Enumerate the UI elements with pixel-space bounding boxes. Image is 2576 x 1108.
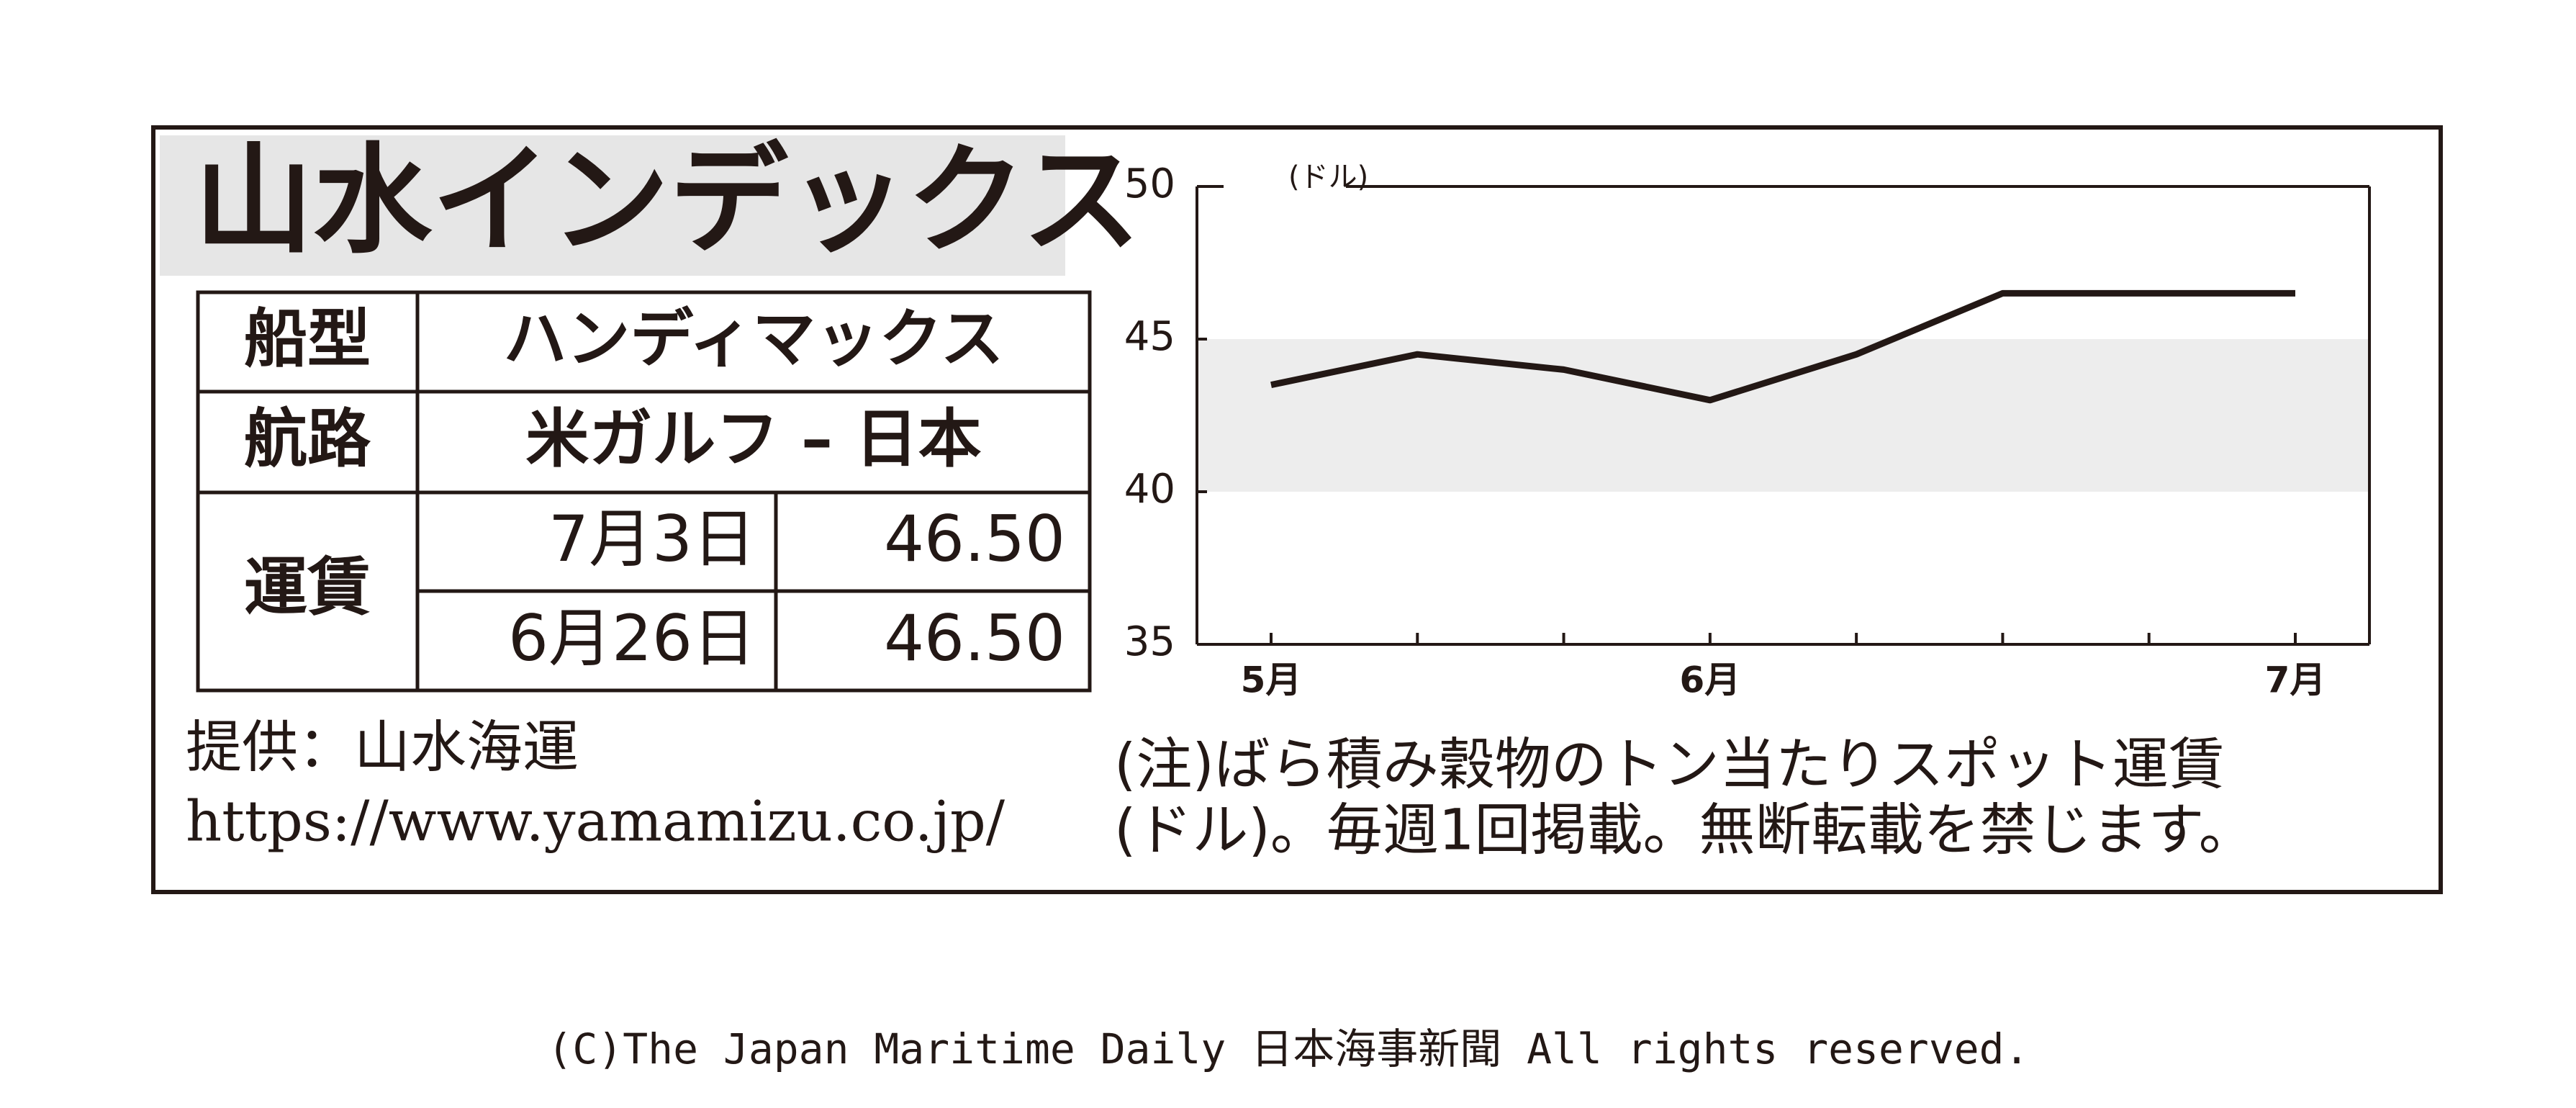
table: 船型 ハンディマックス 航路 米ガルフ – 日本 運賃 [244,302,1004,624]
source: 提供：山水海運 [186,715,579,780]
source-url: https://www.yamamizu.co.jp/ [186,790,1005,855]
shaded-band [1197,339,2369,492]
line [1270,289,2295,404]
y-unit: (ドル) [1288,161,1368,194]
x-tick-label: 5月 [1241,659,1302,701]
frame [151,125,2443,894]
x-tick-label: 7月 [2265,659,2326,701]
title-bg [160,135,1065,276]
y-tick-label: 40 [1124,466,1175,513]
y-tick-label: 35 [1124,618,1175,665]
table-header: 運賃 [244,550,371,624]
fare: 46.50 [884,601,1065,675]
table-cell: ハンディマックス [503,302,1003,376]
chart: (ドル) 35 40 45 50 5月 6月 7月 [1124,161,2371,701]
table-grid [196,290,1092,693]
y-tick-label: 45 [1124,313,1175,360]
table-header: 船型 [244,302,371,376]
date: 7月3日 [548,502,756,576]
table-cell: 米ガルフ – 日本 [525,402,981,476]
fare-rows: 7月3日 46.50 6月26日 46.50 [508,502,1065,675]
fare: 46.50 [884,502,1065,576]
note: (ドル)。毎週1回掲載。無断転載を禁じます。 [1114,798,2255,862]
title: 山水インデックス [194,131,1141,269]
x-tick-label: 6月 [1679,659,1740,701]
date: 6月26日 [508,601,756,675]
copyright: (C)The Japan Maritime Daily 日本海事新聞 All r… [547,1024,2029,1073]
table-header: 航路 [244,402,371,476]
note: (注)ばら積み穀物のトン当たりスポット運賃 [1114,732,2225,797]
y-tick-label: 50 [1124,161,1175,207]
